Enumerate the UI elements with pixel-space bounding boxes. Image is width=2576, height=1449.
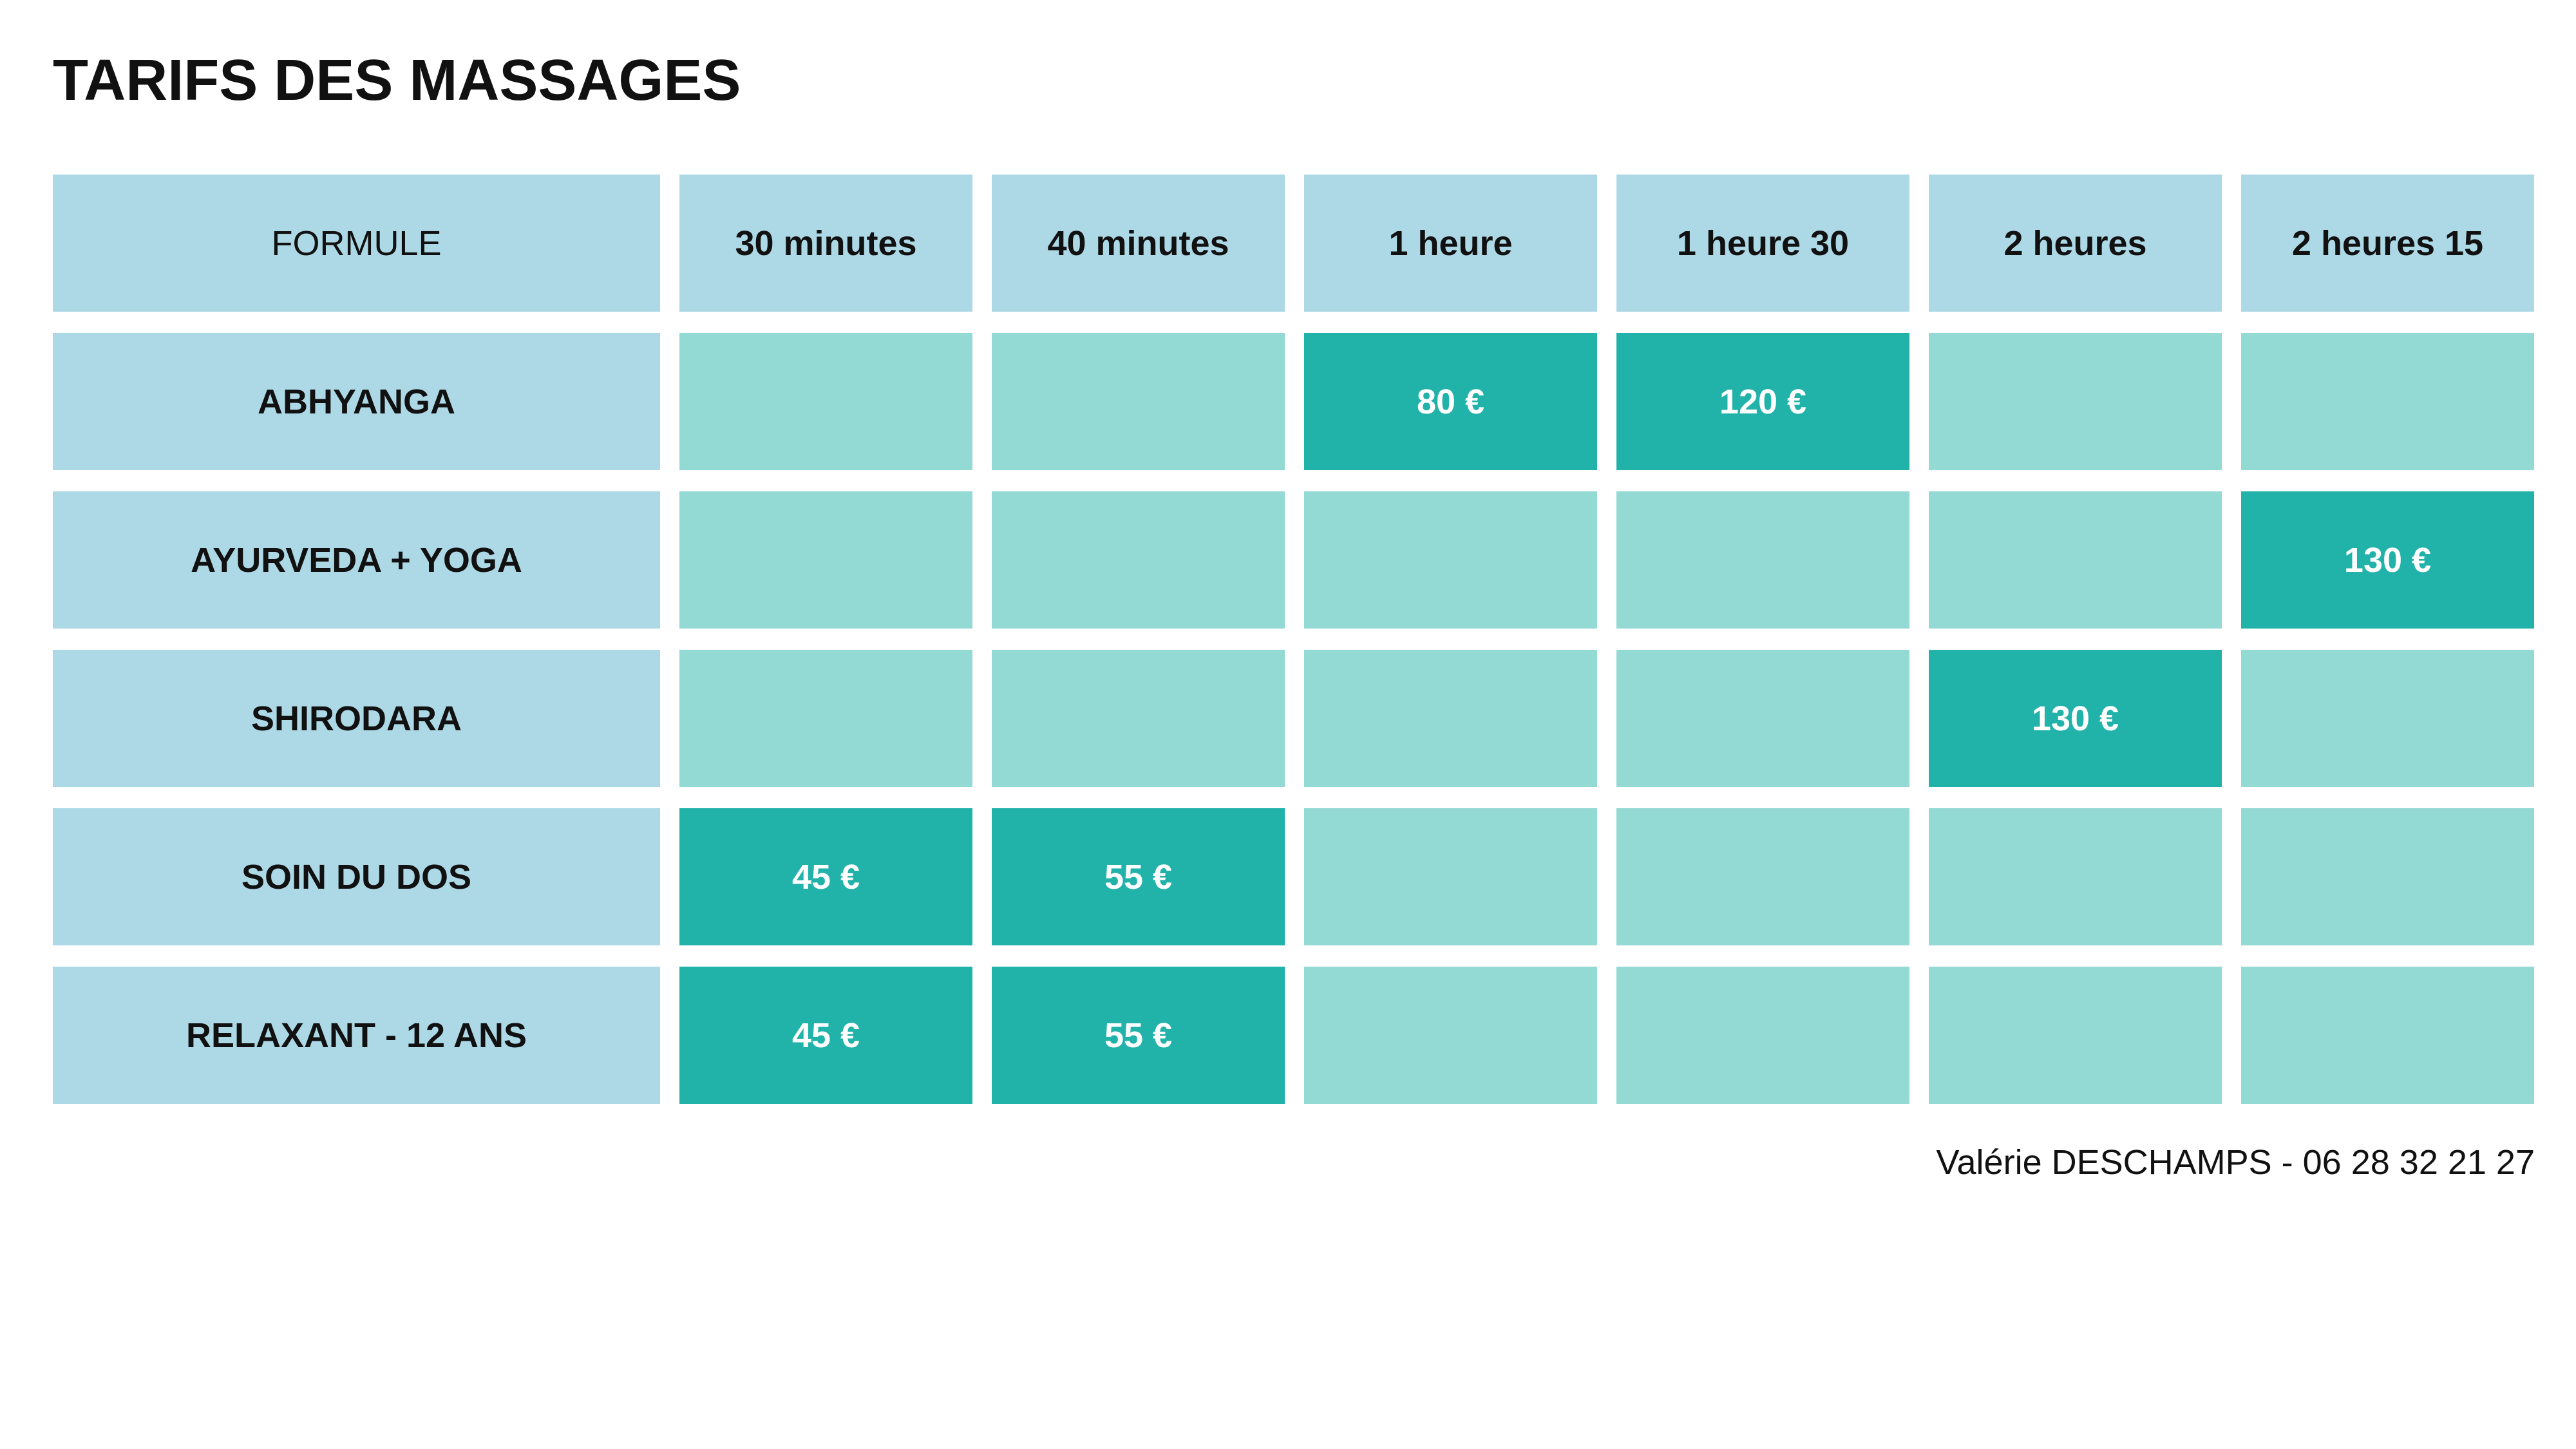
row-label: SOIN DU DOS (53, 808, 660, 945)
header-duration: 1 heure (1304, 175, 1597, 312)
price-cell (1304, 808, 1597, 945)
price-cell: 80 € (1304, 333, 1597, 470)
row-label: RELAXANT - 12 ANS (53, 967, 660, 1104)
price-cell (679, 650, 972, 787)
price-cell (1929, 967, 2222, 1104)
price-cell: 45 € (679, 808, 972, 945)
header-duration: 40 minutes (992, 175, 1285, 312)
page-title: TARIFS DES MASSAGES (53, 48, 741, 113)
header-duration: 2 heures 15 (2241, 175, 2534, 312)
price-cell (1304, 967, 1597, 1104)
header-duration: 1 heure 30 (1616, 175, 1909, 312)
price-cell (992, 491, 1285, 629)
price-cell (1929, 491, 2222, 629)
row-label: ABHYANGA (53, 333, 660, 470)
price-cell (1304, 650, 1597, 787)
contact-info: Valérie DESCHAMPS - 06 28 32 21 27 (1936, 1143, 2535, 1182)
header-formule: FORMULE (53, 175, 660, 312)
row-label: SHIRODARA (53, 650, 660, 787)
price-cell (1616, 491, 1909, 629)
price-cell (679, 491, 972, 629)
header-duration: 30 minutes (679, 175, 972, 312)
price-cell: 55 € (992, 808, 1285, 945)
price-cell (2241, 967, 2534, 1104)
price-cell: 120 € (1616, 333, 1909, 470)
price-cell (1929, 808, 2222, 945)
price-cell (1304, 491, 1597, 629)
row-label: AYURVEDA + YOGA (53, 491, 660, 629)
price-cell: 130 € (2241, 491, 2534, 629)
price-cell: 130 € (1929, 650, 2222, 787)
price-cell (2241, 650, 2534, 787)
price-cell (1616, 650, 1909, 787)
price-cell (2241, 808, 2534, 945)
price-cell (992, 333, 1285, 470)
price-cell: 55 € (992, 967, 1285, 1104)
price-cell: 45 € (679, 967, 972, 1104)
price-cell (1929, 333, 2222, 470)
price-table: FORMULE 30 minutes 40 minutes 1 heure 1 … (53, 175, 2534, 1104)
header-duration: 2 heures (1929, 175, 2222, 312)
price-cell (2241, 333, 2534, 470)
price-cell (679, 333, 972, 470)
price-cell (1616, 967, 1909, 1104)
price-cell (992, 650, 1285, 787)
price-cell (1616, 808, 1909, 945)
